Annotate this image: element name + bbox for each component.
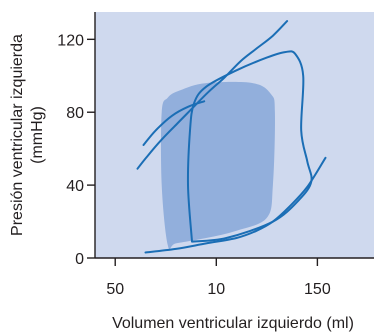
x-tick-label: 150 bbox=[304, 281, 331, 298]
series-end-systolic-pressure-volume-line bbox=[136, 20, 289, 170]
y-tick-label: 0 bbox=[75, 251, 84, 268]
x-tick-label: 50 bbox=[106, 281, 124, 298]
series-end-diastolic-pressure-volume-curve bbox=[144, 156, 327, 254]
series-pressure-volume-loop bbox=[186, 50, 313, 243]
y-tick-label: 80 bbox=[66, 105, 84, 122]
y-tick-label: 40 bbox=[66, 178, 84, 195]
axes: 120 80 40 0 50 10 150 bbox=[57, 12, 374, 298]
y-tick-label: 120 bbox=[57, 32, 84, 49]
x-axis-title: Volumen ventricular izquierdo (ml) bbox=[112, 315, 354, 332]
series-lines bbox=[136, 20, 327, 254]
x-tick-label: 10 bbox=[207, 281, 225, 298]
y-axis-title-line1: Presión ventricular izquierda bbox=[9, 34, 26, 236]
series-left-hanging-curve bbox=[142, 100, 206, 146]
y-axis-title-line2: (mmHg) bbox=[29, 106, 46, 164]
